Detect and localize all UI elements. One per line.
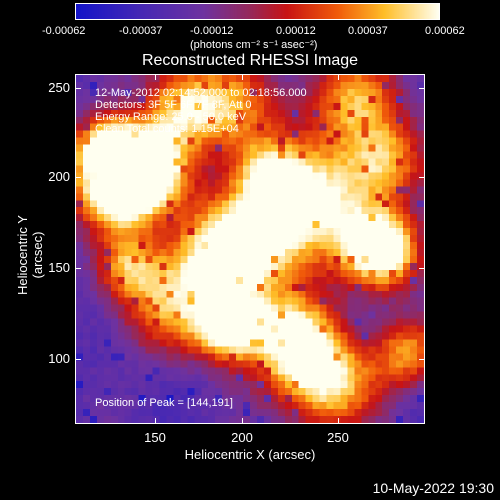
info-energy-range: Energy Range: 25.0 - 50.0 keV	[95, 111, 247, 123]
axis-tick-mark	[419, 359, 425, 360]
axis-tick-mark	[242, 74, 243, 80]
colorbar-tick: 0.00012	[276, 25, 316, 37]
axis-tick-mark	[419, 88, 425, 89]
colorbar-tick: -0.00037	[119, 25, 163, 37]
axis-tick-mark	[419, 268, 425, 269]
axis-tick-mark	[75, 88, 81, 89]
y-tick-label: 150	[48, 260, 70, 275]
axis-tick-mark	[338, 74, 339, 80]
x-axis-label: Heliocentric X (arcsec)	[184, 447, 316, 462]
axis-tick-mark	[75, 268, 81, 269]
y-axis-label: Heliocentric Y (arcsec)	[15, 215, 45, 295]
plot-title: Reconstructed RHESSI Image	[141, 52, 359, 69]
axis-tick-mark	[242, 418, 243, 424]
axis-tick-mark	[155, 418, 156, 424]
axis-tick-mark	[155, 74, 156, 80]
image-plot-area	[75, 74, 425, 424]
x-tick-label: 200	[231, 430, 253, 445]
info-time-range: 12-May-2012 02:14:52.000 to 02:18:56.000	[95, 87, 307, 99]
colorbar-tick: -0.00062	[42, 25, 86, 37]
timestamp: 10-May-2022 19:30	[372, 480, 494, 496]
axis-tick-mark	[338, 418, 339, 424]
info-counts: Clean Total counts: 1.15E+04	[95, 123, 239, 135]
y-tick-label: 100	[48, 351, 70, 366]
x-tick-label: 250	[327, 430, 349, 445]
peak-position: Position of Peak = [144,191]	[95, 397, 233, 409]
y-tick-label: 250	[48, 80, 70, 95]
colorbar-tick: -0.00012	[190, 25, 234, 37]
colorbar-tick: 0.00037	[348, 25, 388, 37]
colorbar-units: (photons cm⁻² s⁻¹ asec⁻²)	[190, 39, 318, 51]
colorbar	[75, 3, 440, 20]
y-tick-label: 200	[48, 169, 70, 184]
axis-tick-mark	[75, 177, 81, 178]
axis-tick-mark	[419, 177, 425, 178]
axis-tick-mark	[75, 359, 81, 360]
colorbar-tick: 0.00062	[425, 25, 465, 37]
x-tick-label: 150	[144, 430, 166, 445]
info-detectors: Detectors: 3F 5F 6F 7F 8F, Att 0	[95, 99, 252, 111]
